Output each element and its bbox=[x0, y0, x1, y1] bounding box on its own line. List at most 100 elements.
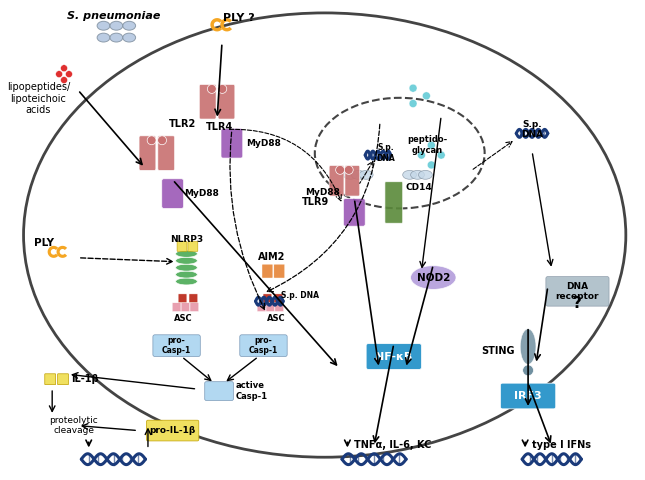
Text: MyD88: MyD88 bbox=[306, 188, 341, 196]
Text: ASC: ASC bbox=[174, 314, 193, 323]
Ellipse shape bbox=[175, 251, 197, 257]
Ellipse shape bbox=[175, 278, 197, 285]
Ellipse shape bbox=[520, 329, 536, 364]
Ellipse shape bbox=[411, 265, 456, 289]
Ellipse shape bbox=[110, 21, 123, 30]
Text: IL-1β: IL-1β bbox=[71, 374, 99, 384]
FancyBboxPatch shape bbox=[366, 344, 421, 369]
Text: TNFα, IL-6, KC: TNFα, IL-6, KC bbox=[354, 440, 432, 450]
Ellipse shape bbox=[123, 21, 135, 30]
FancyBboxPatch shape bbox=[178, 294, 187, 302]
Ellipse shape bbox=[97, 21, 110, 30]
FancyBboxPatch shape bbox=[188, 241, 198, 252]
FancyBboxPatch shape bbox=[274, 264, 284, 278]
Text: NOD2: NOD2 bbox=[417, 273, 450, 283]
Text: peptido-
glycan: peptido- glycan bbox=[407, 135, 448, 155]
Text: IRF3: IRF3 bbox=[514, 391, 542, 401]
Ellipse shape bbox=[175, 264, 197, 271]
Text: pro-
Casp-1: pro- Casp-1 bbox=[249, 336, 278, 355]
Circle shape bbox=[208, 84, 216, 94]
Text: TLR2: TLR2 bbox=[169, 120, 196, 130]
Text: S. pneumoniae: S. pneumoniae bbox=[66, 11, 160, 21]
FancyBboxPatch shape bbox=[218, 84, 235, 119]
Ellipse shape bbox=[175, 271, 197, 278]
Ellipse shape bbox=[359, 170, 373, 179]
Text: S.p. DNA: S.p. DNA bbox=[281, 291, 319, 300]
FancyBboxPatch shape bbox=[199, 84, 216, 119]
Text: CD14: CD14 bbox=[406, 183, 432, 192]
Text: ?: ? bbox=[573, 296, 582, 311]
FancyBboxPatch shape bbox=[501, 383, 556, 409]
FancyBboxPatch shape bbox=[240, 335, 287, 357]
Ellipse shape bbox=[175, 257, 197, 264]
FancyBboxPatch shape bbox=[263, 294, 272, 302]
FancyBboxPatch shape bbox=[274, 294, 283, 302]
Circle shape bbox=[335, 166, 344, 174]
Ellipse shape bbox=[402, 170, 417, 179]
Circle shape bbox=[428, 161, 435, 169]
FancyBboxPatch shape bbox=[189, 294, 198, 302]
Ellipse shape bbox=[343, 170, 357, 179]
Circle shape bbox=[61, 77, 68, 84]
Ellipse shape bbox=[411, 170, 424, 179]
Text: type I IFNs: type I IFNs bbox=[532, 440, 591, 450]
FancyBboxPatch shape bbox=[172, 303, 181, 312]
FancyBboxPatch shape bbox=[343, 199, 365, 226]
Circle shape bbox=[55, 71, 63, 78]
FancyBboxPatch shape bbox=[139, 136, 156, 170]
Text: AIM2: AIM2 bbox=[258, 252, 285, 262]
Text: proteolytic
cleavage: proteolytic cleavage bbox=[50, 416, 98, 435]
FancyBboxPatch shape bbox=[158, 136, 175, 170]
Text: STING: STING bbox=[481, 346, 514, 356]
FancyBboxPatch shape bbox=[221, 129, 243, 158]
FancyBboxPatch shape bbox=[153, 335, 201, 357]
Text: MyD88: MyD88 bbox=[184, 189, 219, 198]
FancyBboxPatch shape bbox=[146, 420, 199, 441]
Text: lipopeptides/
lipoteichoic
acids: lipopeptides/ lipoteichoic acids bbox=[6, 82, 70, 115]
Text: ASC: ASC bbox=[267, 314, 286, 323]
FancyBboxPatch shape bbox=[385, 182, 402, 223]
FancyBboxPatch shape bbox=[204, 382, 233, 400]
Text: pro-
Casp-1: pro- Casp-1 bbox=[162, 336, 191, 355]
FancyBboxPatch shape bbox=[190, 303, 199, 312]
Circle shape bbox=[422, 92, 430, 100]
Text: MyD88: MyD88 bbox=[246, 139, 281, 148]
FancyBboxPatch shape bbox=[546, 276, 609, 306]
Text: S.p.
DNA: S.p. DNA bbox=[377, 143, 395, 163]
Text: PLY ?: PLY ? bbox=[223, 13, 255, 23]
Text: NF-κB: NF-κB bbox=[375, 351, 412, 361]
Text: TLR4: TLR4 bbox=[205, 121, 233, 132]
Text: TLR9: TLR9 bbox=[301, 196, 329, 206]
Text: active
Casp-1: active Casp-1 bbox=[236, 382, 268, 401]
Ellipse shape bbox=[123, 33, 135, 42]
Circle shape bbox=[522, 365, 533, 376]
Text: pro-IL-1β: pro-IL-1β bbox=[150, 426, 196, 435]
FancyBboxPatch shape bbox=[262, 264, 273, 278]
Circle shape bbox=[437, 151, 445, 159]
Text: S.p.
DNA: S.p. DNA bbox=[521, 120, 543, 139]
Ellipse shape bbox=[110, 33, 123, 42]
Ellipse shape bbox=[97, 33, 110, 42]
Circle shape bbox=[409, 99, 417, 108]
Circle shape bbox=[344, 166, 353, 174]
Circle shape bbox=[409, 84, 417, 92]
FancyBboxPatch shape bbox=[266, 303, 275, 312]
Circle shape bbox=[428, 141, 435, 149]
Text: DNA
receptor: DNA receptor bbox=[556, 282, 599, 301]
FancyBboxPatch shape bbox=[345, 166, 360, 196]
Ellipse shape bbox=[419, 170, 432, 179]
FancyBboxPatch shape bbox=[162, 179, 183, 208]
Circle shape bbox=[61, 65, 68, 72]
FancyBboxPatch shape bbox=[57, 374, 68, 384]
Text: NLRP3: NLRP3 bbox=[170, 235, 203, 244]
FancyBboxPatch shape bbox=[181, 303, 190, 312]
Circle shape bbox=[157, 136, 166, 144]
FancyBboxPatch shape bbox=[45, 374, 55, 384]
Text: PLY: PLY bbox=[34, 238, 54, 248]
FancyBboxPatch shape bbox=[275, 303, 284, 312]
FancyBboxPatch shape bbox=[329, 166, 344, 196]
Ellipse shape bbox=[352, 170, 365, 179]
Circle shape bbox=[417, 151, 426, 159]
FancyBboxPatch shape bbox=[257, 303, 266, 312]
Circle shape bbox=[147, 136, 156, 144]
